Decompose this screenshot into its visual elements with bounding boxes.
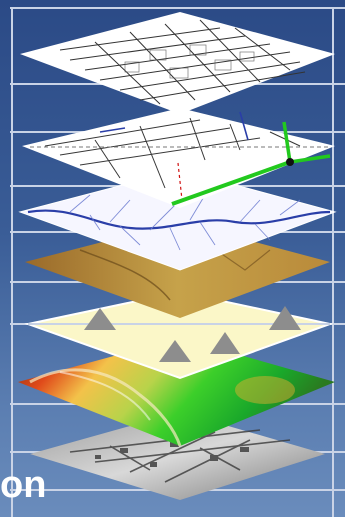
survey-marker-4	[210, 332, 240, 354]
survey-markers	[84, 306, 301, 362]
roads-and-utilities-layer	[22, 108, 335, 208]
caption-fragment: on	[0, 464, 47, 506]
elevation-layer	[18, 338, 335, 447]
frame-verticals	[11, 8, 334, 517]
aerial-imagery-layer	[30, 412, 325, 500]
street-network-layer	[20, 12, 335, 114]
survey-marker-2	[269, 306, 301, 330]
survey-marker-3	[159, 340, 191, 362]
survey-points-layer	[24, 290, 334, 380]
survey-marker-1	[84, 308, 116, 330]
hydrography-layer	[18, 169, 337, 271]
